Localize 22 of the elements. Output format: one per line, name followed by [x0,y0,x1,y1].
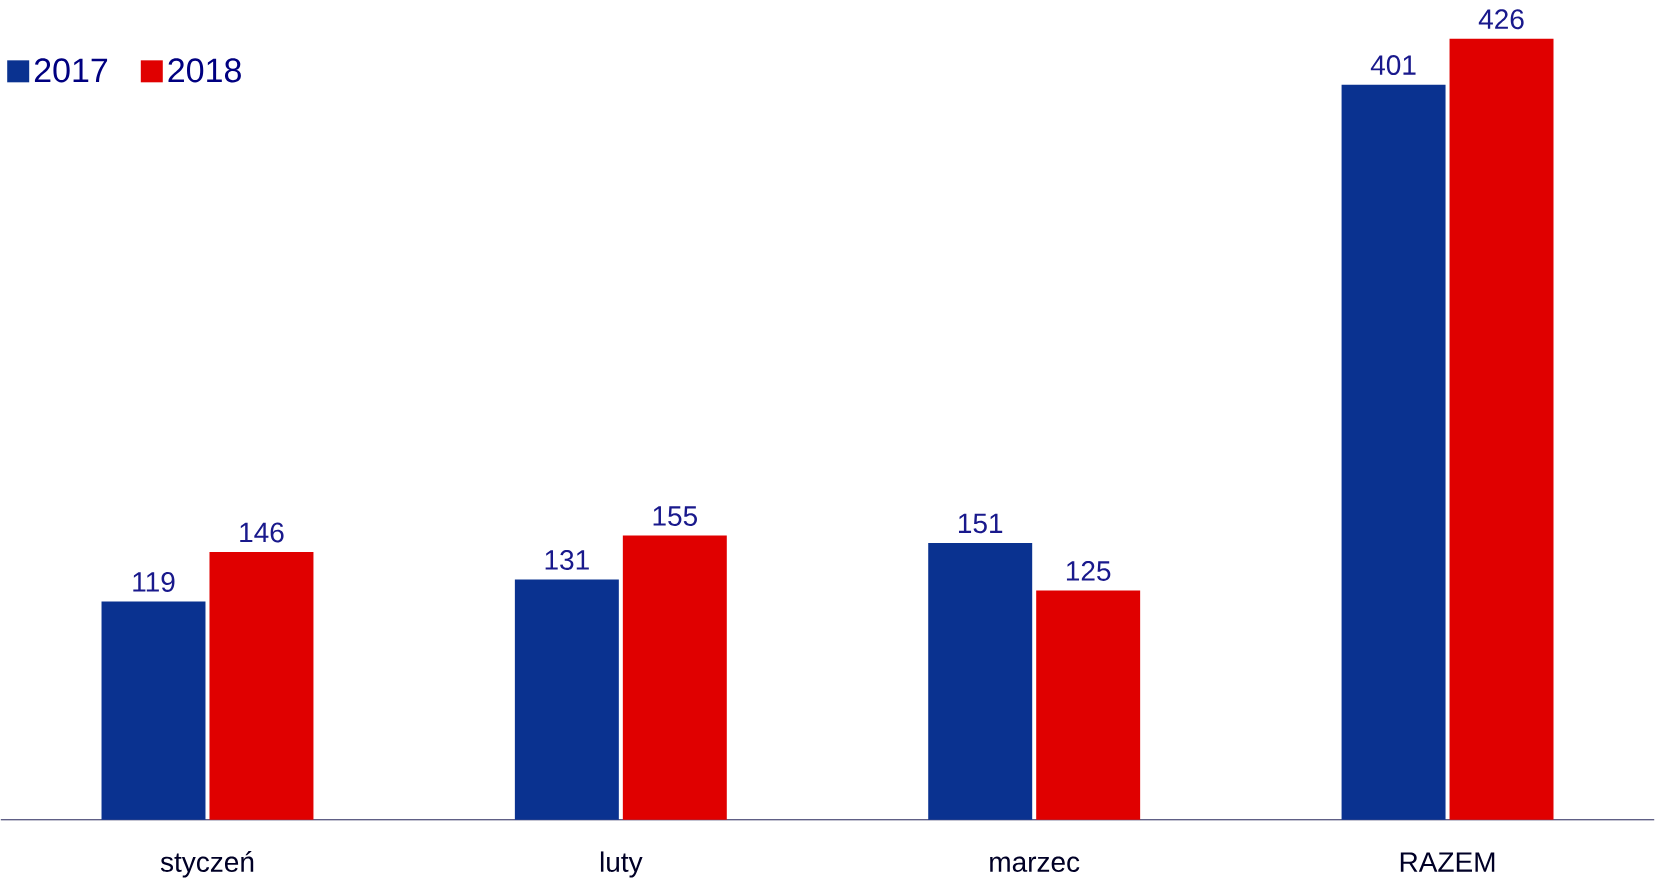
x-tick-label: marzec [990,856,1080,872]
legend-label: 2018 [168,58,241,83]
x-tick-label: styczeń [160,851,254,878]
bar [1449,38,1554,820]
legend-label: 2017 [34,58,108,83]
bar [209,552,314,820]
bar [1341,84,1446,820]
bar [928,542,1033,820]
bar [101,601,206,820]
data-label: 151 [958,513,1003,534]
data-label: 155 [653,506,697,526]
x-tick-label: RAZEM [1400,852,1495,872]
bar [622,535,727,820]
bar [514,579,619,820]
x-tick-label: luty [600,851,643,878]
data-label: 119 [133,572,175,592]
data-label: 146 [240,522,284,543]
bar [1036,590,1141,820]
data-label: 131 [545,550,589,570]
data-label: 426 [1478,9,1524,30]
data-label: 125 [1066,561,1111,581]
data-label: 401 [1370,55,1416,75]
